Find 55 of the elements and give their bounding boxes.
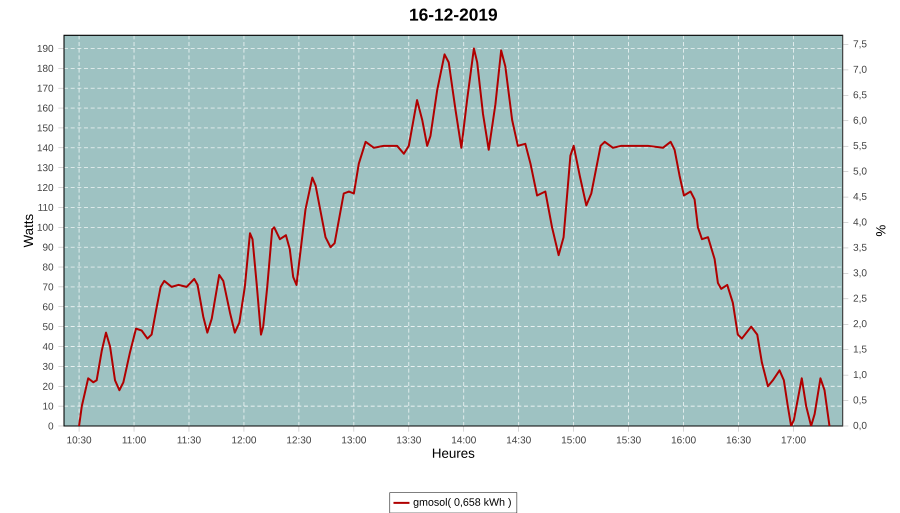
x-tick-label: 17:00: [782, 436, 806, 444]
y2-tick-label: 7,5: [854, 40, 867, 48]
y2-tick-label: 5,5: [853, 142, 867, 150]
y-tick-label: 120: [38, 184, 54, 191]
y-tick-label: 90: [42, 243, 54, 251]
y-axis-title: Watts: [24, 214, 34, 248]
x-tick-label: 12:30: [287, 436, 312, 444]
y-tick-label: 10: [43, 402, 54, 410]
y2-tick-label: 1,0: [854, 370, 867, 380]
x-tick-label: 13:30: [397, 436, 421, 444]
y2-tick-label: 4,5: [853, 192, 867, 202]
y2-tick-label: 6,0: [854, 116, 867, 125]
x-tick-label: 10:30: [67, 436, 92, 444]
y2-tick-label: 0,5: [853, 396, 867, 405]
y2-tick-label: 0,0: [853, 422, 867, 430]
x-tick-label: 12:00: [232, 436, 256, 444]
y-tick-label: 110: [38, 204, 54, 211]
y-tick-label: 50: [42, 322, 54, 330]
y2-tick-label: 6,5: [854, 91, 867, 100]
x-tick-label: 16:30: [726, 436, 751, 444]
y-tick-label: 180: [38, 64, 54, 72]
y2-tick-label: 1,5: [854, 345, 867, 354]
y-tick-label: 40: [42, 342, 54, 350]
y2-tick-label: 3,5: [853, 244, 867, 252]
y-tick-label: 0: [48, 422, 54, 430]
x-axis-title: Heures: [432, 448, 474, 458]
y-tick-label: 20: [42, 382, 54, 390]
y-tick-label: 100: [38, 224, 54, 231]
y2-tick-label: 7,0: [854, 66, 867, 74]
legend-label: gmosol( 0,658 kWh ): [414, 498, 511, 508]
y-tick-label: 160: [38, 104, 54, 112]
y2-tick-label: 3,0: [853, 269, 867, 278]
y-tick-label: 60: [42, 303, 54, 310]
x-tick-label: 14:30: [506, 436, 531, 444]
y-tick-label: 170: [38, 84, 54, 92]
y-tick-label: 190: [38, 44, 54, 52]
y2-tick-label: 2,0: [854, 320, 867, 328]
y-tick-label: 70: [43, 283, 54, 290]
y2-tick-label: 2,5: [854, 294, 867, 303]
x-tick-label: 13:00: [342, 436, 366, 444]
chart-title: 16-12-2019: [410, 8, 497, 21]
x-tick-label: 11:00: [122, 436, 146, 444]
y-tick-label: 30: [42, 362, 54, 370]
x-tick-label: 14:00: [452, 436, 476, 444]
y2-tick-label: 5,0: [853, 167, 867, 176]
x-tick-label: 16:00: [672, 436, 696, 444]
y-tick-label: 80: [42, 263, 54, 270]
y2-axis-title: %: [876, 225, 886, 236]
y-tick-label: 140: [38, 144, 54, 152]
x-tick-label: 15:00: [562, 436, 586, 444]
x-tick-label: 15:30: [616, 436, 641, 444]
y-tick-label: 150: [38, 124, 54, 132]
y-tick-label: 130: [38, 164, 54, 172]
x-tick-label: 11:30: [178, 436, 201, 444]
y2-tick-label: 4,0: [853, 218, 867, 226]
